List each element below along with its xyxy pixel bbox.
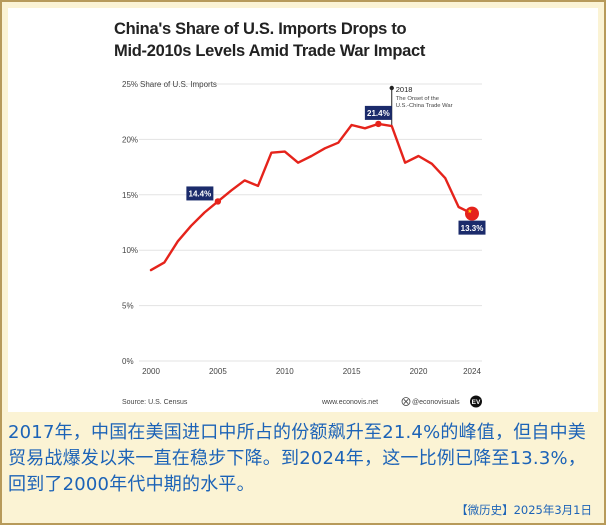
y-tick-label: 0% bbox=[122, 357, 134, 366]
flag-star-icon bbox=[467, 209, 472, 214]
x-axis-tick-labels: 2000 2005 2010 2015 2020 2024 bbox=[142, 367, 481, 376]
marker-2005 bbox=[214, 198, 222, 205]
event-text-line-1: The Onset of the bbox=[396, 96, 439, 102]
y-tick-label: 20% bbox=[122, 135, 138, 144]
gridlines bbox=[139, 83, 482, 362]
value-label-2005-bg bbox=[186, 186, 214, 201]
x-social-icon bbox=[401, 397, 411, 406]
marker-2017 bbox=[375, 120, 382, 128]
website-text: www.econovis.net bbox=[321, 399, 378, 406]
value-labels: 14.4% 21.4% 13.3% bbox=[186, 105, 486, 235]
value-label-2017: 21.4% bbox=[367, 109, 390, 118]
y-axis-tick-labels: 0% 5% 10% 15% 20% 25% bbox=[122, 80, 138, 366]
x-tick-label: 2024 bbox=[463, 367, 481, 376]
value-label-2024-bg bbox=[458, 220, 486, 235]
china-flag-icon bbox=[465, 206, 479, 221]
chart-card bbox=[8, 8, 598, 412]
x-mark-icon bbox=[403, 399, 409, 404]
caption-text: 2017年，中国在美国进口中所占的份额飙升至21.4%的峰值，但自中美贸易战爆发… bbox=[8, 422, 586, 495]
source-text: Source: U.S. Census bbox=[122, 399, 188, 406]
chart-title-line-2: Mid-2010s Levels Amid Trade War Impact bbox=[114, 42, 426, 60]
x-tick-label: 2015 bbox=[343, 367, 361, 376]
social-handle: @econovisuals bbox=[412, 399, 460, 406]
y-tick-label: 15% bbox=[122, 191, 138, 200]
chart-footer: Source: U.S. Census www.econovis.net @econ… bbox=[122, 395, 482, 408]
x-tick-label: 2000 bbox=[142, 367, 160, 376]
value-label-2024: 13.3% bbox=[461, 224, 484, 233]
event-dot bbox=[389, 85, 394, 91]
x-tick-label: 2010 bbox=[276, 367, 294, 376]
value-label-2005: 14.4% bbox=[189, 190, 212, 199]
highlight-markers bbox=[214, 120, 479, 221]
x-tick-label: 2005 bbox=[209, 367, 227, 376]
y-tick-label: 10% bbox=[122, 246, 138, 255]
import-share-line bbox=[149, 122, 474, 272]
event-text-line-2: U.S.-China Trade War bbox=[396, 103, 453, 109]
signature: 【微历史】2025年3月1日 bbox=[456, 503, 592, 517]
x-tick-label: 2020 bbox=[410, 367, 428, 376]
y-axis-label: Share of U.S. Imports bbox=[140, 80, 217, 89]
ev-logo-text: EV bbox=[472, 399, 481, 406]
y-tick-label: 5% bbox=[122, 302, 134, 311]
chart-title-line-1: China's Share of U.S. Imports Drops to bbox=[114, 20, 407, 38]
chart-title: China's Share of U.S. Imports Drops to M… bbox=[114, 18, 474, 62]
event-year: 2018 bbox=[396, 85, 413, 94]
ev-logo bbox=[470, 395, 482, 408]
y-tick-label: 25% bbox=[122, 80, 138, 89]
value-label-2017-bg bbox=[364, 105, 392, 120]
line-chart: 0% 5% 10% 15% 20% 25% 2000 2005 2010 2015 2020 202… bbox=[122, 80, 486, 408]
